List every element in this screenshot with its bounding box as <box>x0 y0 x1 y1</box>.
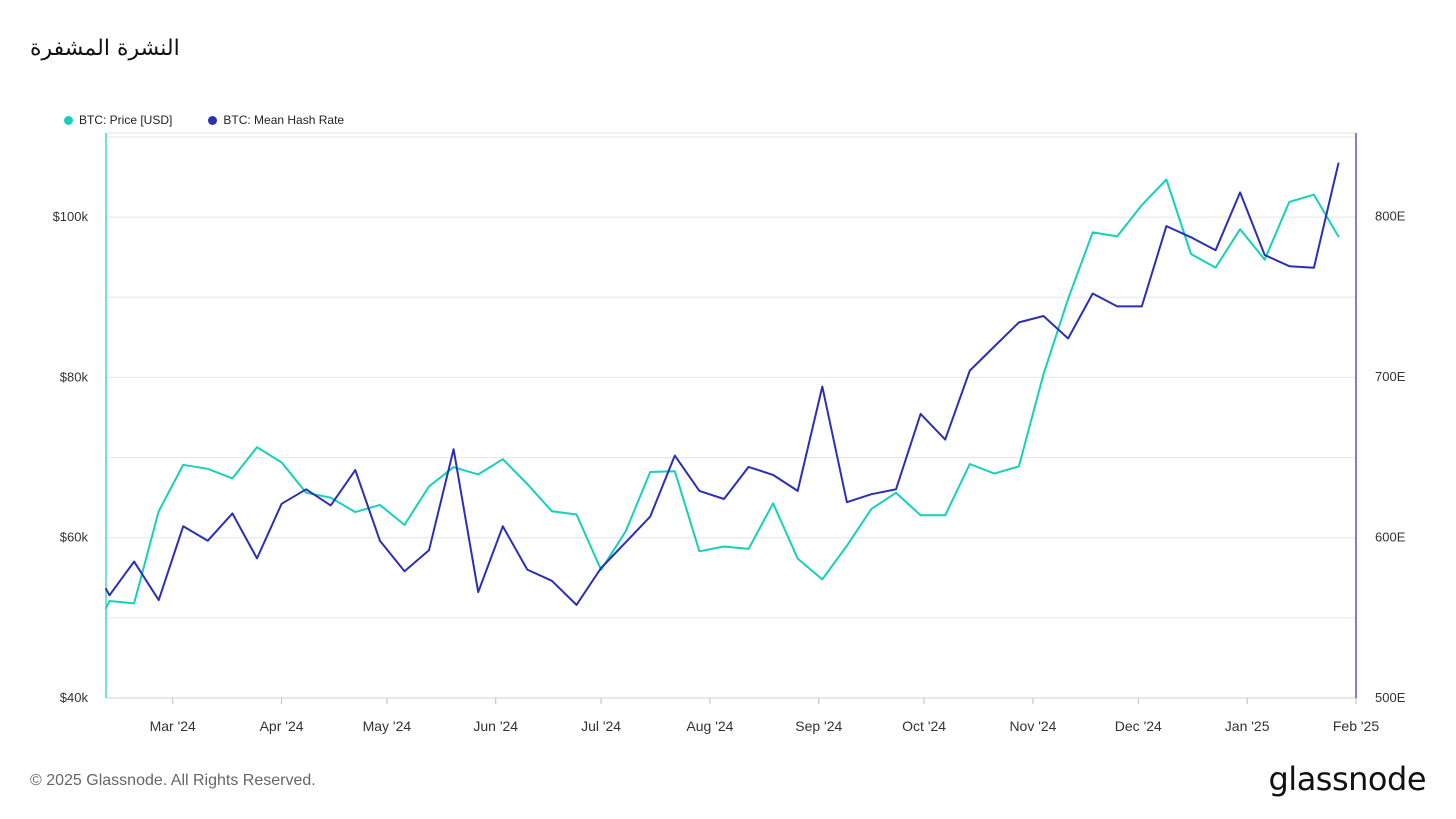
y-right-tick-label: 800E <box>1375 208 1406 223</box>
y-right-tick-label: 600E <box>1375 529 1406 544</box>
legend-item-hashrate[interactable]: BTC: Mean Hash Rate <box>208 113 344 127</box>
x-tick-label: May '24 <box>363 718 412 734</box>
x-tick-label: Jul '24 <box>581 718 621 734</box>
y-left-tick-label: $80k <box>60 369 89 384</box>
x-tick-label: Jun '24 <box>473 718 518 734</box>
legend-dot-price <box>64 115 73 125</box>
y-right-tick-label: 500E <box>1375 690 1406 705</box>
x-tick-label: Jan '25 <box>1225 718 1270 734</box>
y-left-tick-label: $60k <box>60 530 89 545</box>
x-tick-label: Nov '24 <box>1009 718 1056 734</box>
x-tick-label: Mar '24 <box>150 718 196 734</box>
series-line-price <box>105 178 1340 610</box>
copyright-text: © 2025 Glassnode. All Rights Reserved. <box>30 772 316 789</box>
y-right-tick-label: 700E <box>1375 369 1406 384</box>
x-tick-label: Dec '24 <box>1115 718 1162 734</box>
legend-label-hashrate: BTC: Mean Hash Rate <box>223 113 345 127</box>
y-left-tick-label: $40k <box>60 690 89 705</box>
x-tick-label: Sep '24 <box>795 718 842 734</box>
chart-title: النشرة المشفرة <box>30 36 180 61</box>
series-line-hashrate <box>105 162 1340 606</box>
x-tick-label: Feb '25 <box>1333 718 1379 734</box>
y-left-tick-label: $100k <box>53 209 89 224</box>
x-tick-label: Oct '24 <box>902 718 946 734</box>
legend-item-price[interactable]: BTC: Price [USD] <box>64 113 172 127</box>
legend: BTC: Price [USD] BTC: Mean Hash Rate <box>64 113 344 127</box>
x-tick-label: Aug '24 <box>686 718 733 734</box>
x-tick-label: Apr '24 <box>260 718 304 734</box>
legend-dot-hashrate <box>208 115 218 125</box>
brand-logo: glassnode <box>1268 760 1426 798</box>
legend-label-price: BTC: Price [USD] <box>79 113 173 127</box>
